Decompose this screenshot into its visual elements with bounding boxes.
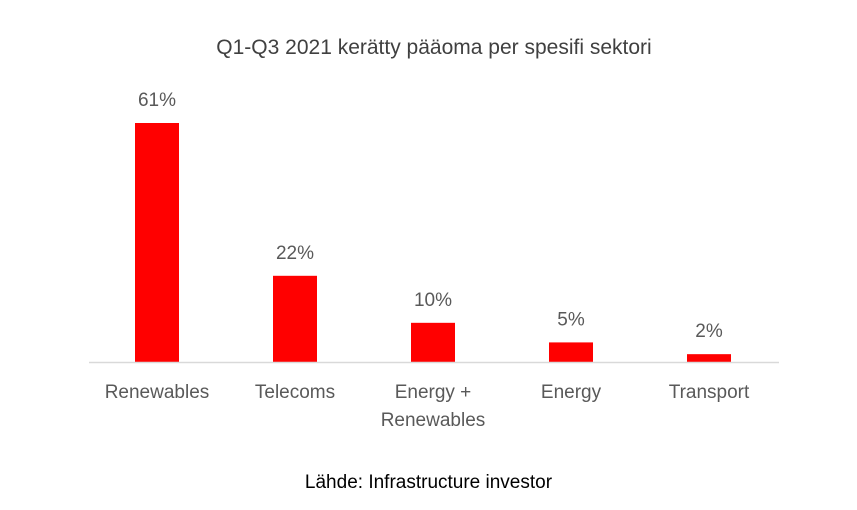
data-label-3: 5% [557, 309, 585, 330]
chart-title: Q1-Q3 2021 kerätty pääoma per spesifi se… [216, 36, 651, 59]
data-label-2: 10% [414, 290, 452, 311]
data-label-1: 22% [276, 243, 314, 264]
bar-4 [687, 354, 731, 362]
bar-2 [411, 322, 455, 362]
bar-3 [549, 342, 593, 362]
category-label-2-line-1: Renewables [381, 410, 486, 431]
bar-chart-svg: Q1-Q3 2021 kerätty pääoma per spesifi se… [89, 36, 779, 431]
data-label-4: 2% [695, 321, 723, 342]
bar-0 [135, 123, 179, 362]
source-note: Lähde: Infrastructure investor [304, 472, 553, 493]
category-label-2-line-0: Energy + [395, 382, 472, 403]
data-labels-group: 61% 22% 10% 5% 2% [138, 90, 723, 342]
category-label-1: Telecoms [255, 382, 335, 403]
bar-1 [273, 275, 317, 362]
category-label-0: Renewables [105, 382, 210, 403]
data-label-0: 61% [138, 90, 176, 111]
category-label-3: Energy [541, 382, 602, 403]
category-label-4: Transport [669, 382, 750, 403]
bars-group [135, 123, 731, 362]
category-labels-group: Renewables Telecoms Energy + Renewables Ener… [105, 382, 750, 431]
